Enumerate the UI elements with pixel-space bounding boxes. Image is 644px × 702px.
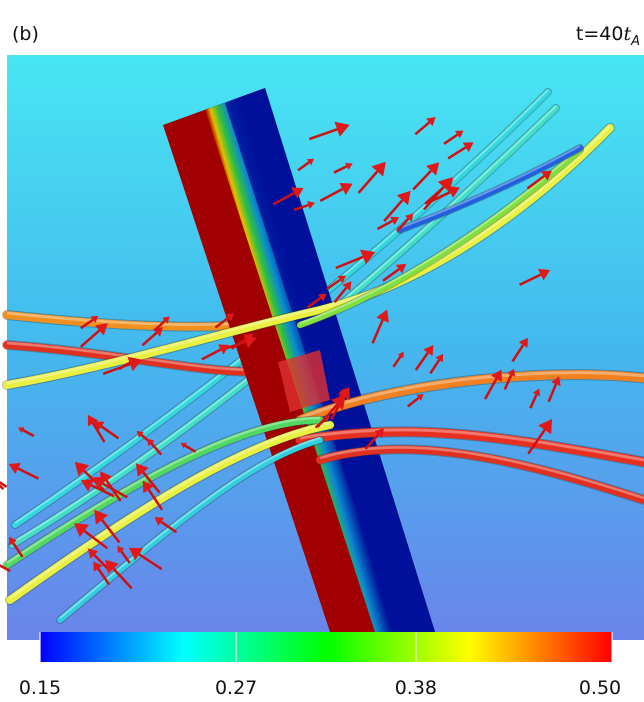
arrow-shaft bbox=[0, 469, 3, 489]
time-label: t=40tA bbox=[576, 23, 640, 49]
colorbar bbox=[40, 632, 612, 662]
colorbar-tick-label: 0.27 bbox=[215, 677, 257, 699]
colorbar-tick-label: 0.38 bbox=[395, 677, 437, 699]
colorbar-tick-label: 0.15 bbox=[19, 677, 61, 699]
panel-label: (b) bbox=[12, 23, 39, 45]
time-subscript: A bbox=[630, 34, 640, 49]
colorbar-tick-label: 0.50 bbox=[579, 677, 621, 699]
scene bbox=[0, 55, 644, 640]
time-prefix: t=40 bbox=[576, 23, 624, 45]
figure-panel: (b) t=40tA 0.15 0.27 0.38 0.50 bbox=[0, 0, 644, 702]
